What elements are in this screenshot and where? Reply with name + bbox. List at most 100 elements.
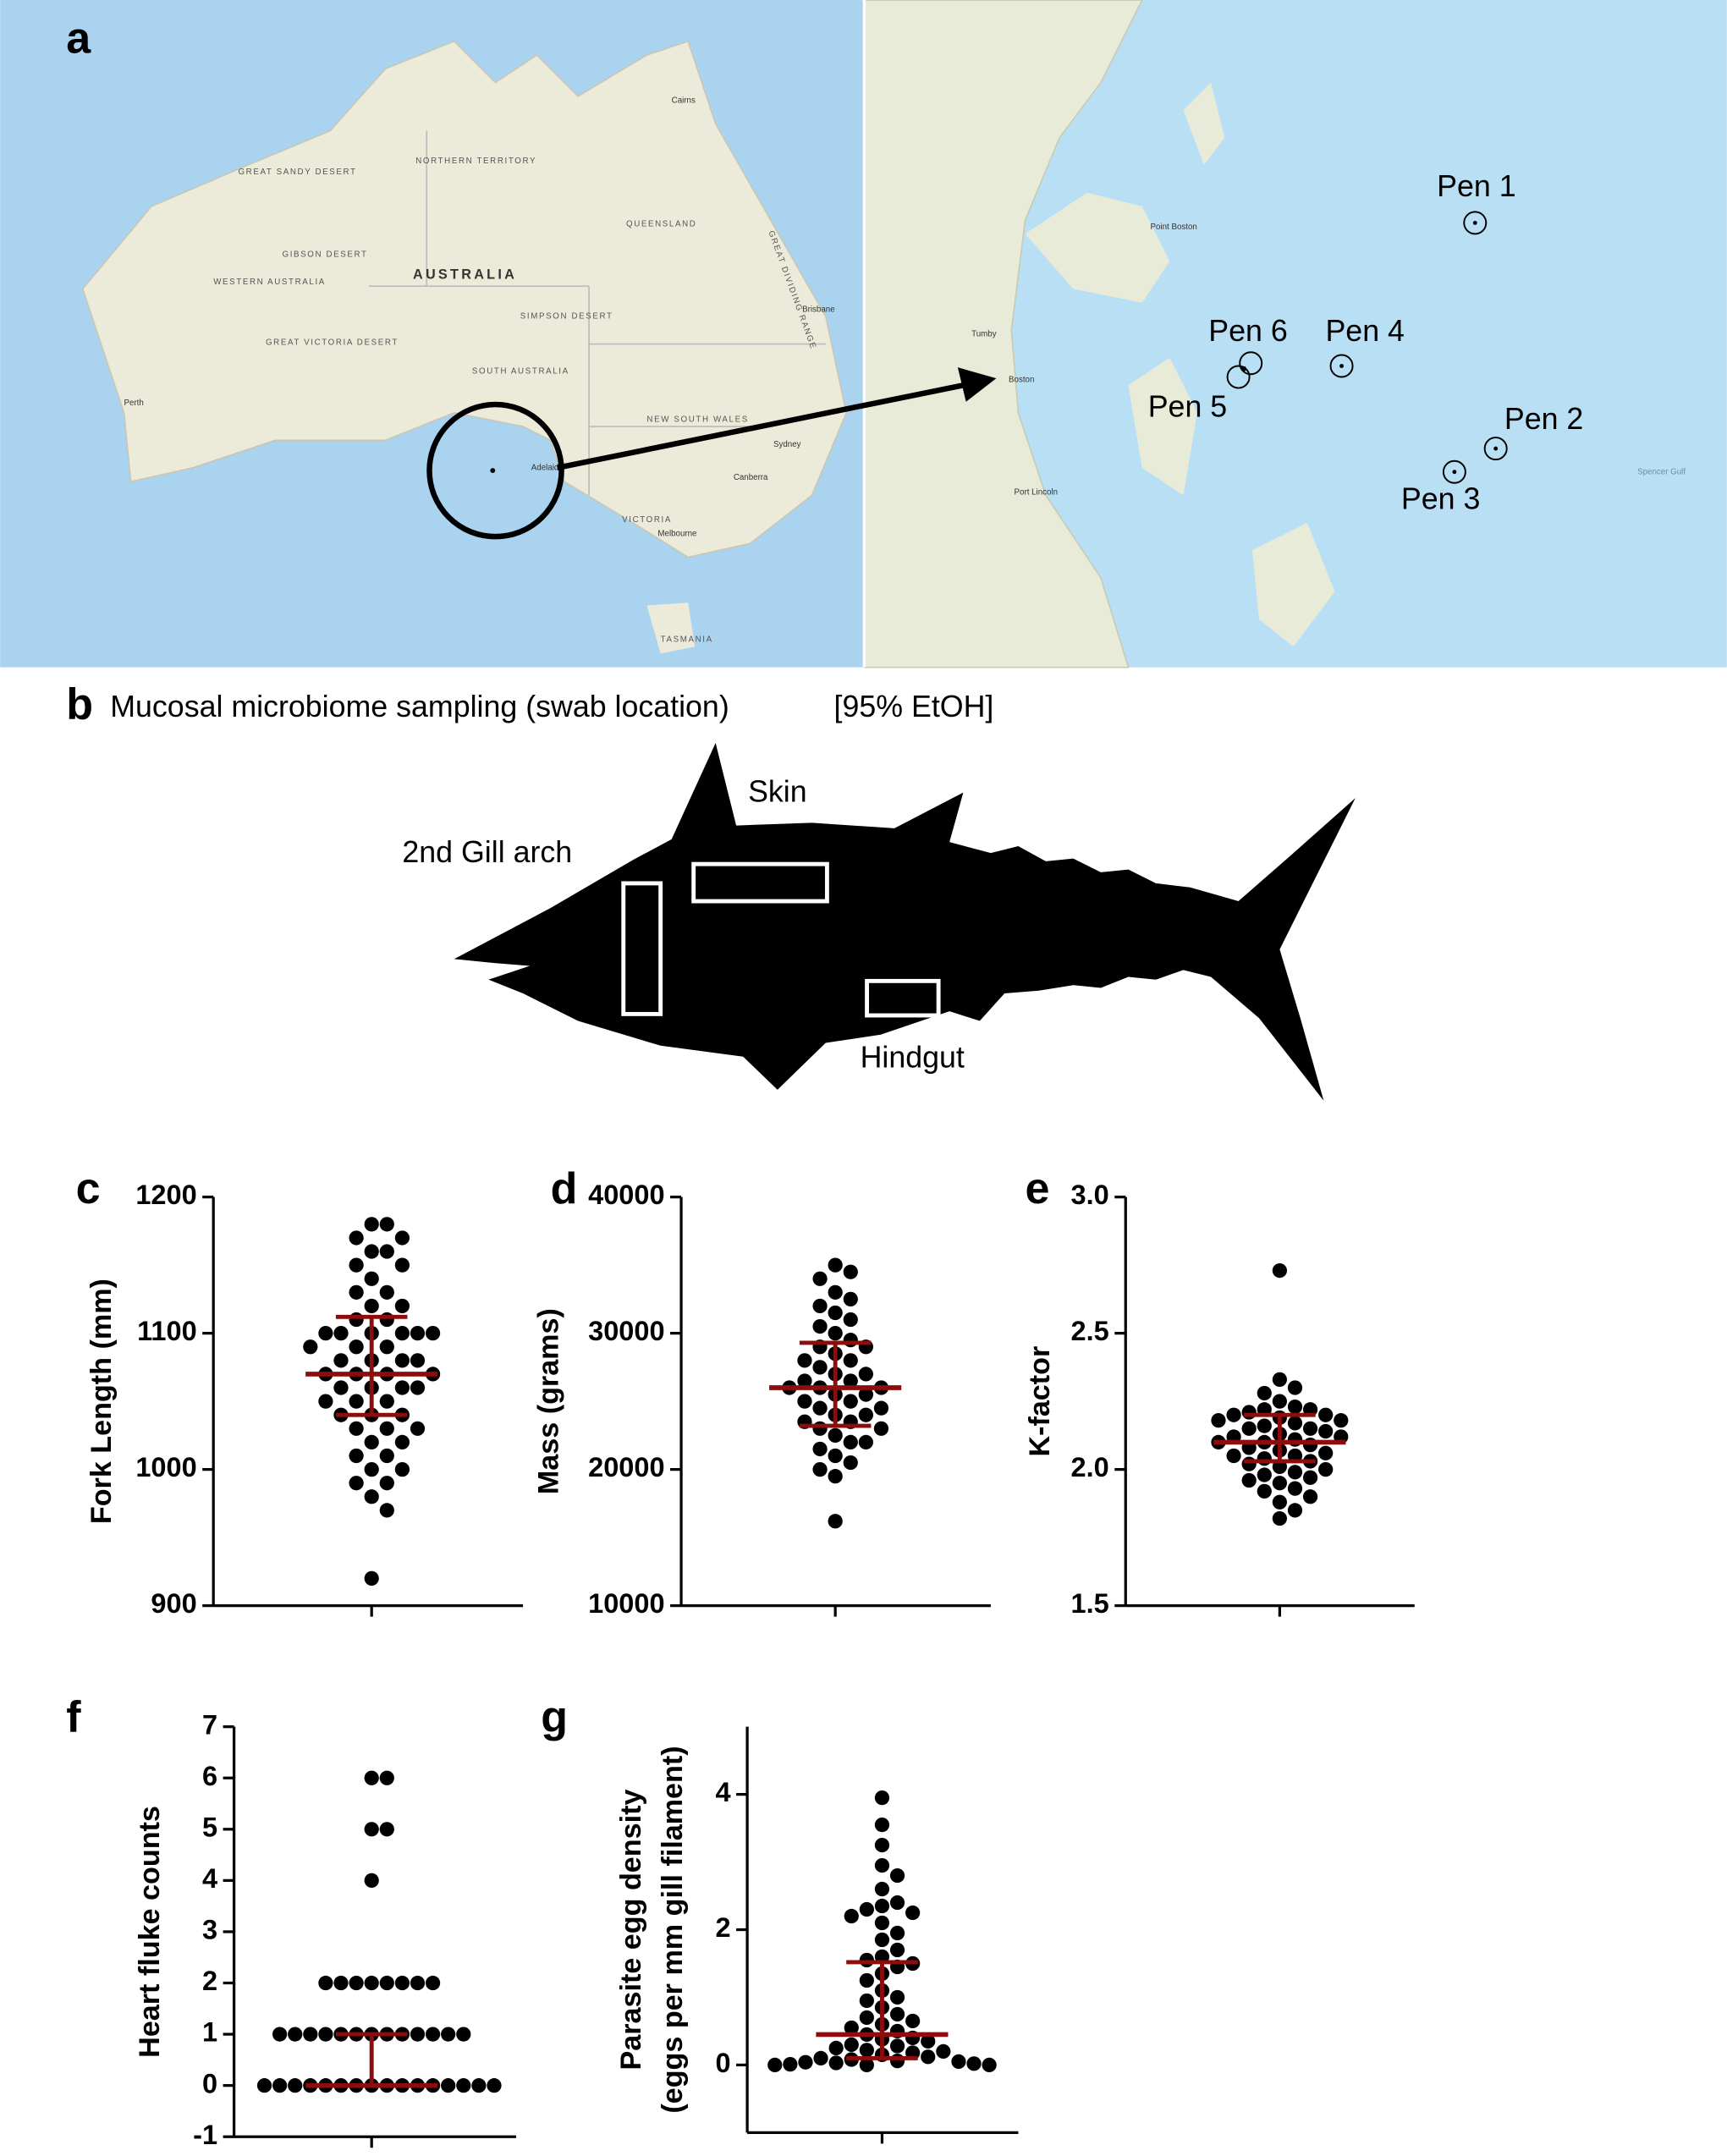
data-point [873,1400,889,1416]
data-point [859,2057,874,2073]
data-point [889,1867,905,1884]
fish-silhouette [454,743,1356,1101]
fish-note: [95% EtOH] [834,690,994,723]
panel-letter: e [1026,1164,1050,1213]
data-point [1272,1476,1287,1491]
data-point [828,2040,844,2056]
data-point [843,1353,858,1368]
data-point [1318,1407,1334,1422]
data-point [1257,1385,1272,1401]
data-point [843,1333,858,1348]
y-tick-label: 30000 [588,1316,664,1346]
data-point [843,1394,858,1409]
map-label: NORTHERN TERRITORY [415,157,536,166]
data-point [1272,1494,1287,1510]
data-point [394,1380,410,1395]
data-point [1241,1421,1257,1436]
data-point [456,2027,471,2042]
data-point [797,1373,812,1389]
city: Cairns [672,96,696,105]
pen-label: Pen 4 [1325,314,1404,348]
data-point [379,1284,394,1300]
data-point [1287,1465,1303,1480]
data-point [858,1387,873,1402]
data-point [1287,1416,1303,1431]
y-tick-label: 3 [202,1915,217,1945]
city: Perth [124,399,144,408]
map-label: VICTORIA [622,515,672,525]
data-point [1287,1399,1303,1415]
data-point [858,1367,873,1382]
y-tick-label: 2 [202,1966,217,1996]
data-point [425,1326,441,1341]
pen-markers [1226,211,1508,484]
arrow [557,382,965,471]
data-point [859,2043,874,2058]
data-point [410,1326,426,1341]
panel-letter: f [66,1692,81,1741]
data-point [828,1305,843,1321]
data-point [349,1257,364,1273]
map-label: TASMANIA [661,635,713,645]
data-point [394,1257,410,1273]
city: Adelaide [531,463,564,472]
data-point [1318,1423,1334,1439]
city: Canberra [734,473,768,482]
data-point [364,1434,379,1450]
data-point [843,1291,858,1307]
zoom-circle [426,401,564,540]
city: Melbourne [657,529,696,538]
map-label: GREAT VICTORIA DESERT [266,338,399,347]
data-point [1211,1413,1226,1428]
data-point [951,2054,966,2070]
data-point [333,1353,349,1368]
pen-label: Pen 6 [1208,314,1287,348]
y-tick-label: 10000 [588,1588,664,1619]
y-tick-label: 5 [202,1812,217,1842]
map-label: NEW SOUTH WALES [646,415,748,425]
y-tick-label: 20000 [588,1452,664,1482]
data-point [889,2038,905,2054]
data-point [364,1217,379,1232]
data-point [874,1857,890,1873]
data-point [349,1339,364,1355]
data-point [1272,1372,1287,1387]
data-point [889,2006,905,2022]
data-point [349,1312,364,1328]
data-point [1302,1470,1318,1485]
map-label: SIMPSON DESERT [520,312,613,322]
data-point [874,1932,890,1948]
data-point [364,1244,379,1259]
data-point [410,1353,426,1368]
pen-label: Pen 2 [1504,402,1583,436]
data-point [379,1312,394,1328]
city: Sydney [773,440,801,449]
panel-letter: a [66,14,91,63]
y-tick-label: -1 [193,2120,217,2150]
data-point [843,1312,858,1328]
data-point [349,1284,364,1300]
data-point [333,1380,349,1395]
y-axis-label: Mass (grams) [533,1308,565,1494]
data-point [1257,1467,1272,1482]
data-point [364,1570,379,1587]
y-tick-label: 3.0 [1071,1180,1109,1210]
data-point [889,1942,905,1958]
data-point [288,2027,303,2042]
data-point [1318,1461,1334,1477]
data-point [767,2057,783,2073]
map-label: QUEENSLAND [626,220,696,229]
y-axis-label: (eggs per mm gill filament) [657,1746,689,2113]
data-point [364,1461,379,1477]
data-point [288,2078,303,2093]
data-point [844,2037,859,2053]
data-point [1334,1413,1349,1428]
panel-letter: b [66,680,93,729]
map-label: SOUTH AUSTRALIA [472,367,569,377]
data-point [1257,1451,1272,1466]
y-tick-label: 4 [202,1863,217,1894]
y-tick-label: 1200 [135,1180,196,1210]
data-point [425,2027,441,2042]
data-point [798,2054,813,2070]
data-point [1241,1405,1257,1420]
